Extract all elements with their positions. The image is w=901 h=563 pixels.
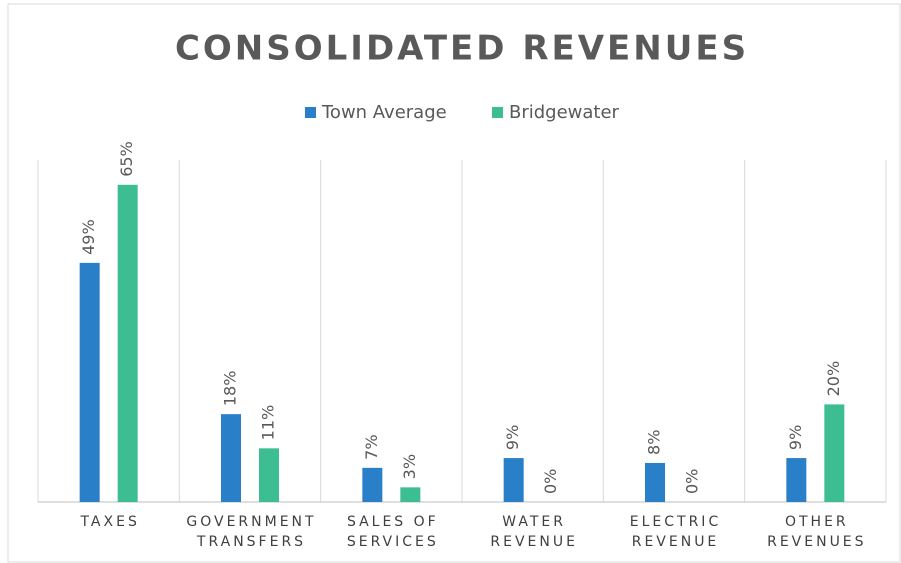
- bar: [221, 414, 241, 502]
- bar: [79, 262, 100, 502]
- bar: [786, 458, 807, 502]
- legend-label: Town Average: [321, 102, 447, 123]
- bar: [824, 404, 845, 502]
- data-label: 9%: [786, 425, 805, 450]
- legend-swatch: [492, 107, 503, 118]
- bar: [259, 448, 279, 502]
- data-label: 9%: [503, 425, 522, 450]
- data-label: 65%: [117, 141, 136, 177]
- bar: [503, 458, 524, 502]
- x-tick-label: OTHER REVENUES: [767, 514, 867, 550]
- data-label: 18%: [221, 371, 240, 407]
- bar: [117, 184, 138, 503]
- chart-border: [7, 3, 901, 563]
- bar: [400, 487, 421, 502]
- data-label: 3%: [400, 454, 419, 479]
- data-label: 7%: [362, 434, 381, 459]
- x-tick-label: GOVERNMENT TRANSFERS: [186, 514, 317, 550]
- bar: [645, 462, 665, 502]
- x-tick-label: WATER REVENUE: [490, 514, 578, 550]
- data-label: 11%: [259, 405, 278, 441]
- bar: [362, 467, 383, 502]
- x-tick-label: TAXES: [80, 514, 140, 530]
- data-label: 0%: [541, 469, 560, 494]
- x-tick-label: ELECTRIC REVENUE: [629, 514, 722, 550]
- legend-swatch: [305, 107, 316, 118]
- data-label: 20%: [824, 361, 843, 397]
- legend-label: Bridgewater: [509, 102, 620, 123]
- x-tick-label: SALES OF SERVICES: [346, 514, 439, 550]
- data-label: 8%: [645, 430, 664, 455]
- data-label: 49%: [79, 219, 98, 255]
- data-label: 0%: [683, 469, 702, 494]
- chart-title: CONSOLIDATED REVENUES: [175, 29, 749, 69]
